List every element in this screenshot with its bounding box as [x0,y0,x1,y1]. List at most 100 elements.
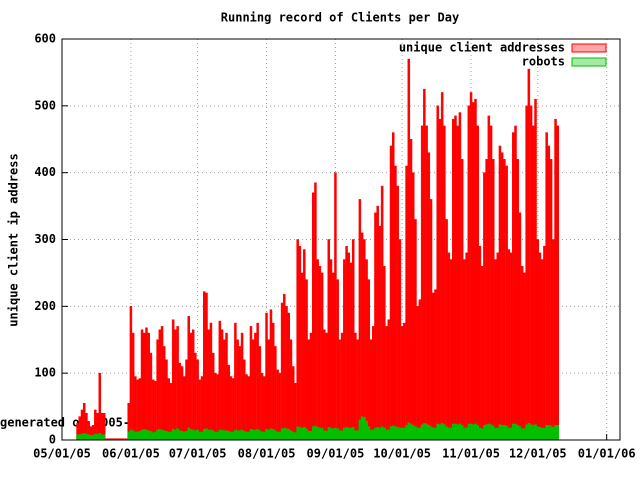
bar [305,428,308,441]
bar [303,427,306,441]
y-tick-label: 400 [34,165,56,179]
bar [320,427,324,441]
bar [191,429,195,441]
bar [469,423,473,441]
bar [449,259,453,441]
bar [360,232,364,441]
bar [136,431,139,441]
bar [340,332,344,441]
bar [325,332,328,441]
bar [96,433,99,441]
bar [189,332,193,441]
bar [418,299,422,441]
bar [218,320,222,441]
bar [234,429,237,441]
x-tick-label: 10/01/05 [373,447,431,461]
y-tick-label: 500 [34,98,56,112]
bar [405,165,408,441]
bar [231,378,235,441]
bar [494,427,497,441]
bar [98,433,102,441]
bar [274,346,277,441]
bar [258,430,262,441]
bar [171,319,175,441]
bar [198,379,202,441]
bar [76,434,79,441]
bar [338,339,342,441]
y-axis-label: unique client ip address [7,153,21,326]
bar [485,424,488,441]
bar [323,329,326,441]
bar [251,429,255,441]
bar [154,380,157,441]
bar [296,239,299,441]
bar [254,332,257,441]
bar [503,425,506,441]
bar [140,329,144,441]
bar [500,152,504,441]
bar [467,423,471,441]
bar [331,428,335,441]
x-tick-label: 06/01/05 [102,447,160,461]
bar [218,429,222,441]
bar [260,431,264,441]
bar [91,435,95,441]
bar [149,352,153,441]
bar [102,434,106,441]
bar [396,185,399,441]
bar [174,429,177,441]
bar [138,378,142,441]
y-tick-label: 200 [34,299,56,313]
legend-label: unique client addresses [399,41,565,55]
bar [376,427,379,441]
bar [358,419,362,441]
bar [391,132,395,441]
bar [263,431,266,441]
bar [291,366,295,441]
bar [245,431,248,441]
bar [452,118,455,441]
bar [396,427,399,441]
bar [171,429,175,441]
bar [440,423,444,441]
footer-note: generated on 2005-1 [0,416,137,430]
bar [194,352,197,441]
bar [271,322,275,441]
bar [476,425,479,441]
bar [427,425,431,441]
bar [231,431,235,441]
bar [234,322,237,441]
bar [238,430,242,441]
bar [167,378,170,441]
bar [512,132,515,441]
bar [518,212,522,441]
bar [147,332,150,441]
bar [140,429,144,441]
bar [547,425,551,441]
bar [465,427,468,441]
bar [467,105,471,441]
bar [169,431,173,441]
bar [205,292,208,441]
bar [165,359,168,441]
bar [458,112,462,441]
bar [423,423,426,441]
bar [369,429,373,441]
bar [100,434,104,441]
bar [291,431,295,441]
bar [483,425,486,441]
bar [320,272,324,441]
y-tick-label: 300 [34,232,56,246]
bar [300,427,304,441]
bar [520,265,524,441]
bar [327,239,331,441]
bar [307,431,311,441]
bar [176,428,179,441]
bar [452,423,455,441]
bar [280,302,284,441]
bar [414,219,417,441]
bar [316,427,319,441]
bar [385,429,388,441]
bar [420,125,424,441]
bar [549,425,553,441]
